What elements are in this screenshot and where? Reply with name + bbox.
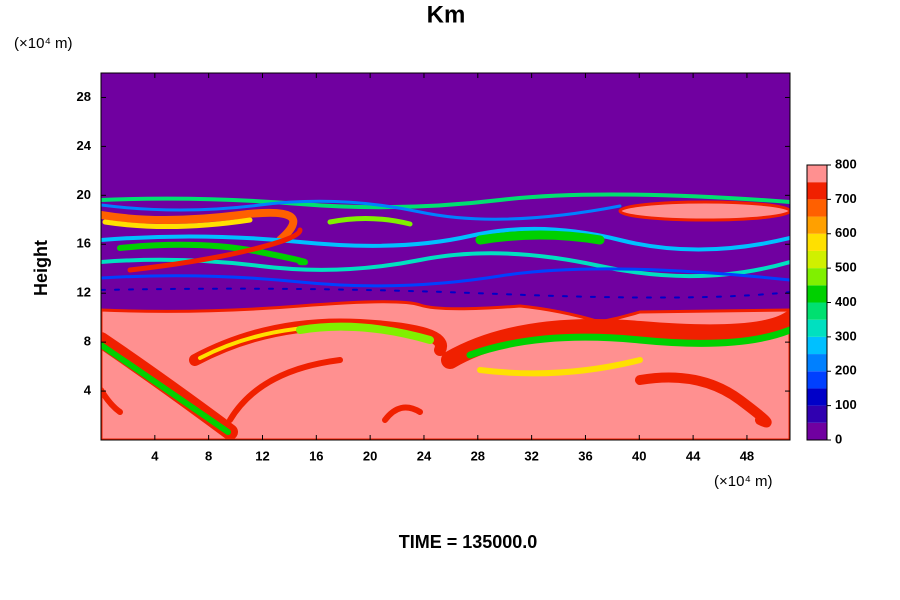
field bbox=[101, 73, 790, 440]
colorbar-tick-label: 0 bbox=[835, 431, 842, 446]
colorbar-tick-label: 500 bbox=[835, 260, 857, 275]
colorbar-band bbox=[807, 165, 827, 183]
colorbar-band bbox=[807, 182, 827, 200]
x-tick-label: 8 bbox=[205, 448, 212, 463]
y-tick-label: 16 bbox=[77, 236, 91, 251]
y-tick-label: 12 bbox=[77, 285, 91, 300]
x-unit: (×10⁴ m) bbox=[714, 473, 773, 490]
colorbar-band bbox=[807, 422, 827, 440]
colorbar-band bbox=[807, 371, 827, 389]
colorbar-band bbox=[807, 199, 827, 217]
colorbar-tick-label: 300 bbox=[835, 328, 857, 343]
colorbar-band bbox=[807, 388, 827, 406]
x-tick-label: 24 bbox=[417, 448, 432, 463]
colorbar-band bbox=[807, 336, 827, 355]
colorbar-tick-label: 100 bbox=[835, 397, 857, 412]
y-tick-label: 28 bbox=[77, 89, 91, 104]
x-tick-label: 36 bbox=[578, 448, 592, 463]
x-tick-label: 44 bbox=[686, 448, 701, 463]
x-tick-label: 48 bbox=[740, 448, 754, 463]
colorbar-tick-label: 700 bbox=[835, 191, 857, 206]
y-tick-label: 8 bbox=[84, 334, 91, 349]
colorbar-frame bbox=[806, 164, 828, 441]
colorbar-band bbox=[807, 354, 827, 372]
colorbar-band bbox=[807, 319, 827, 337]
x-tick-label: 40 bbox=[632, 448, 646, 463]
colorbar-band bbox=[807, 302, 827, 320]
x-tick-label: 32 bbox=[524, 448, 538, 463]
plot-frame bbox=[100, 72, 791, 441]
x-tick-label: 4 bbox=[151, 448, 159, 463]
y-axis-label: Height bbox=[31, 240, 51, 296]
y-unit: (×10⁴ m) bbox=[14, 35, 73, 52]
colorbar-band bbox=[807, 233, 827, 251]
colorbar-tick-label: 600 bbox=[835, 225, 857, 240]
y-tick-label: 24 bbox=[77, 138, 92, 153]
x-tick-label: 16 bbox=[309, 448, 323, 463]
colorbar-tick-label: 800 bbox=[835, 156, 857, 171]
colorbar-band bbox=[807, 268, 827, 286]
x-tick-label: 20 bbox=[363, 448, 377, 463]
time-annotation: TIME = 135000.0 bbox=[399, 532, 538, 552]
colorbar-tick-label: 400 bbox=[835, 294, 857, 309]
chart-title: Km bbox=[427, 1, 466, 28]
colorbar-tick-label: 200 bbox=[835, 363, 857, 378]
y-tick-label: 20 bbox=[77, 187, 91, 202]
colorbar-band bbox=[807, 250, 827, 269]
y-tick-label: 4 bbox=[84, 383, 92, 398]
x-tick-label: 28 bbox=[471, 448, 485, 463]
colorbar-band bbox=[807, 216, 827, 234]
colorbar-band bbox=[807, 405, 827, 423]
colorbar-band bbox=[807, 285, 827, 303]
x-tick-label: 12 bbox=[255, 448, 269, 463]
